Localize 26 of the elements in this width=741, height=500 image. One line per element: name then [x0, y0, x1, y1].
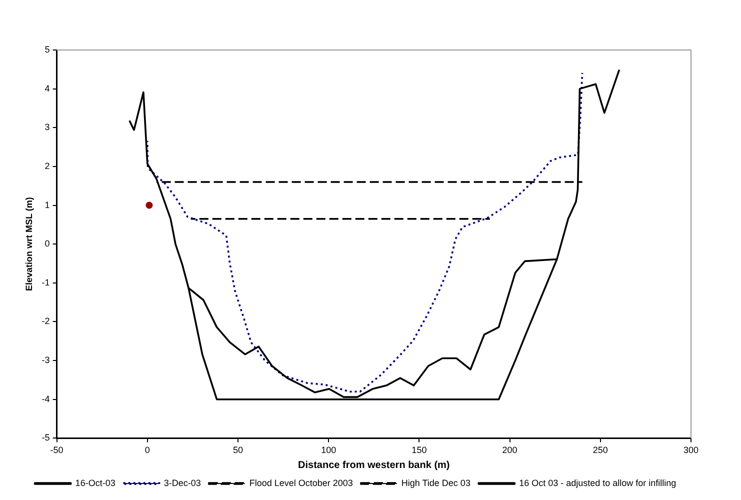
y-tick-label: 0	[44, 238, 50, 249]
y-tick-label: 1	[44, 200, 50, 210]
legend-label: High Tide Dec 03	[401, 478, 470, 488]
y-tick-label: -3	[42, 355, 50, 366]
y-tick-label: 4	[44, 83, 50, 94]
x-tick-label: 0	[144, 445, 150, 456]
y-tick-label: -1	[42, 277, 50, 288]
y-tick-label: 3	[44, 122, 50, 132]
x-tick-label: 300	[683, 445, 699, 456]
y-tick-label: 2	[44, 160, 50, 171]
y-tick-label: 5	[44, 44, 50, 54]
legend-label: 16-Oct-03	[75, 478, 116, 488]
x-tick-label: -50	[50, 445, 64, 456]
y-tick-label: -5	[42, 432, 50, 443]
x-axis-title: Distance from western bank (m)	[298, 460, 450, 471]
legend-label: 16 Oct 03 - adjusted to allow for infilling	[519, 478, 676, 488]
y-tick-label: -2	[42, 316, 50, 326]
x-tick-label: 250	[592, 445, 608, 456]
y-axis-title: Elevation wrt MSL (m)	[24, 197, 34, 292]
y-tick-label: -4	[42, 394, 50, 404]
x-tick-label: 100	[321, 445, 336, 456]
x-tick-label: 50	[232, 445, 244, 456]
x-tick-label: 200	[502, 445, 518, 456]
legend-label: Flood Level October 2003	[249, 478, 353, 488]
legend-label: 3-Dec-03	[164, 478, 201, 488]
x-tick-label: 150	[412, 445, 427, 456]
